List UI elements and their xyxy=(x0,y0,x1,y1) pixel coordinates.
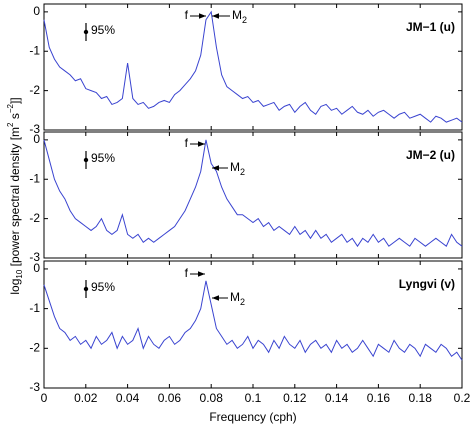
y-axis-label-part: 2 xyxy=(6,122,15,127)
x-tick-label: 0.04 xyxy=(116,391,140,405)
y-axis-label-part: 10 xyxy=(15,269,24,278)
y-axis-label: log10 [power spectral density [m2 s−2]] xyxy=(6,97,24,294)
x-tick-label: 0.14 xyxy=(325,391,349,405)
x-tick-label: 0.08 xyxy=(200,391,224,405)
confidence-label: 95% xyxy=(91,23,115,37)
x-tick-label: 0.02 xyxy=(74,391,98,405)
spectrum-line xyxy=(43,10,463,123)
m2-text: M xyxy=(232,8,242,22)
y-tick-label: -2 xyxy=(29,211,40,225)
y-axis-label-part: ]] xyxy=(8,97,22,104)
confidence-dot xyxy=(83,29,89,35)
m2-text: M xyxy=(230,160,240,174)
x-tick-label: 0.1 xyxy=(245,391,262,405)
m2-label: M2 xyxy=(230,160,245,177)
y-tick-label: 0 xyxy=(33,261,40,275)
y-tick-label: -3 xyxy=(29,380,40,394)
confidence-dot xyxy=(83,157,89,163)
f-label: f xyxy=(185,266,189,280)
x-axis-label: Frequency (cph) xyxy=(209,410,296,424)
y-tick-label: -3 xyxy=(29,122,40,136)
y-tick-label: -1 xyxy=(29,301,40,315)
spectrum-line xyxy=(43,280,463,361)
x-tick-label: 0.2 xyxy=(454,391,471,405)
x-tick-label: 0 xyxy=(41,391,48,405)
y-tick-label: -2 xyxy=(29,340,40,354)
f-label: f xyxy=(185,8,189,22)
y-tick-label: 0 xyxy=(33,132,40,146)
y-tick-label: -1 xyxy=(29,171,40,185)
m2-subscript: 2 xyxy=(242,15,247,25)
m2-subscript: 2 xyxy=(240,297,245,307)
x-tick-label: 0.16 xyxy=(367,391,391,405)
m2-text: M xyxy=(230,290,240,304)
spectrum-line xyxy=(43,139,463,248)
panel-label: JM−2 (u) xyxy=(406,148,455,162)
f-label: f xyxy=(185,136,189,150)
y-tick-label: 0 xyxy=(33,4,40,18)
confidence-label: 95% xyxy=(91,151,115,165)
m2-label: M2 xyxy=(230,290,245,307)
y-axis-label-part: log xyxy=(8,279,22,295)
y-tick-label: -1 xyxy=(29,43,40,57)
x-tick-label: 0.06 xyxy=(158,391,182,405)
y-axis-label-part: s xyxy=(8,113,22,122)
panel-label: Lyngvi (v) xyxy=(399,277,455,291)
y-tick-label: -3 xyxy=(29,250,40,264)
confidence-label: 95% xyxy=(91,280,115,294)
y-axis-label-part: [power spectral density [m xyxy=(8,127,22,270)
m2-subscript: 2 xyxy=(240,167,245,177)
m2-label: M2 xyxy=(232,8,247,25)
x-tick-label: 0.18 xyxy=(409,391,433,405)
x-tick-label: 0.12 xyxy=(283,391,307,405)
y-tick-label: -2 xyxy=(29,83,40,97)
panel-label: JM−1 (u) xyxy=(406,20,455,34)
y-axis-label-part: −2 xyxy=(6,104,15,114)
confidence-dot xyxy=(83,286,89,292)
